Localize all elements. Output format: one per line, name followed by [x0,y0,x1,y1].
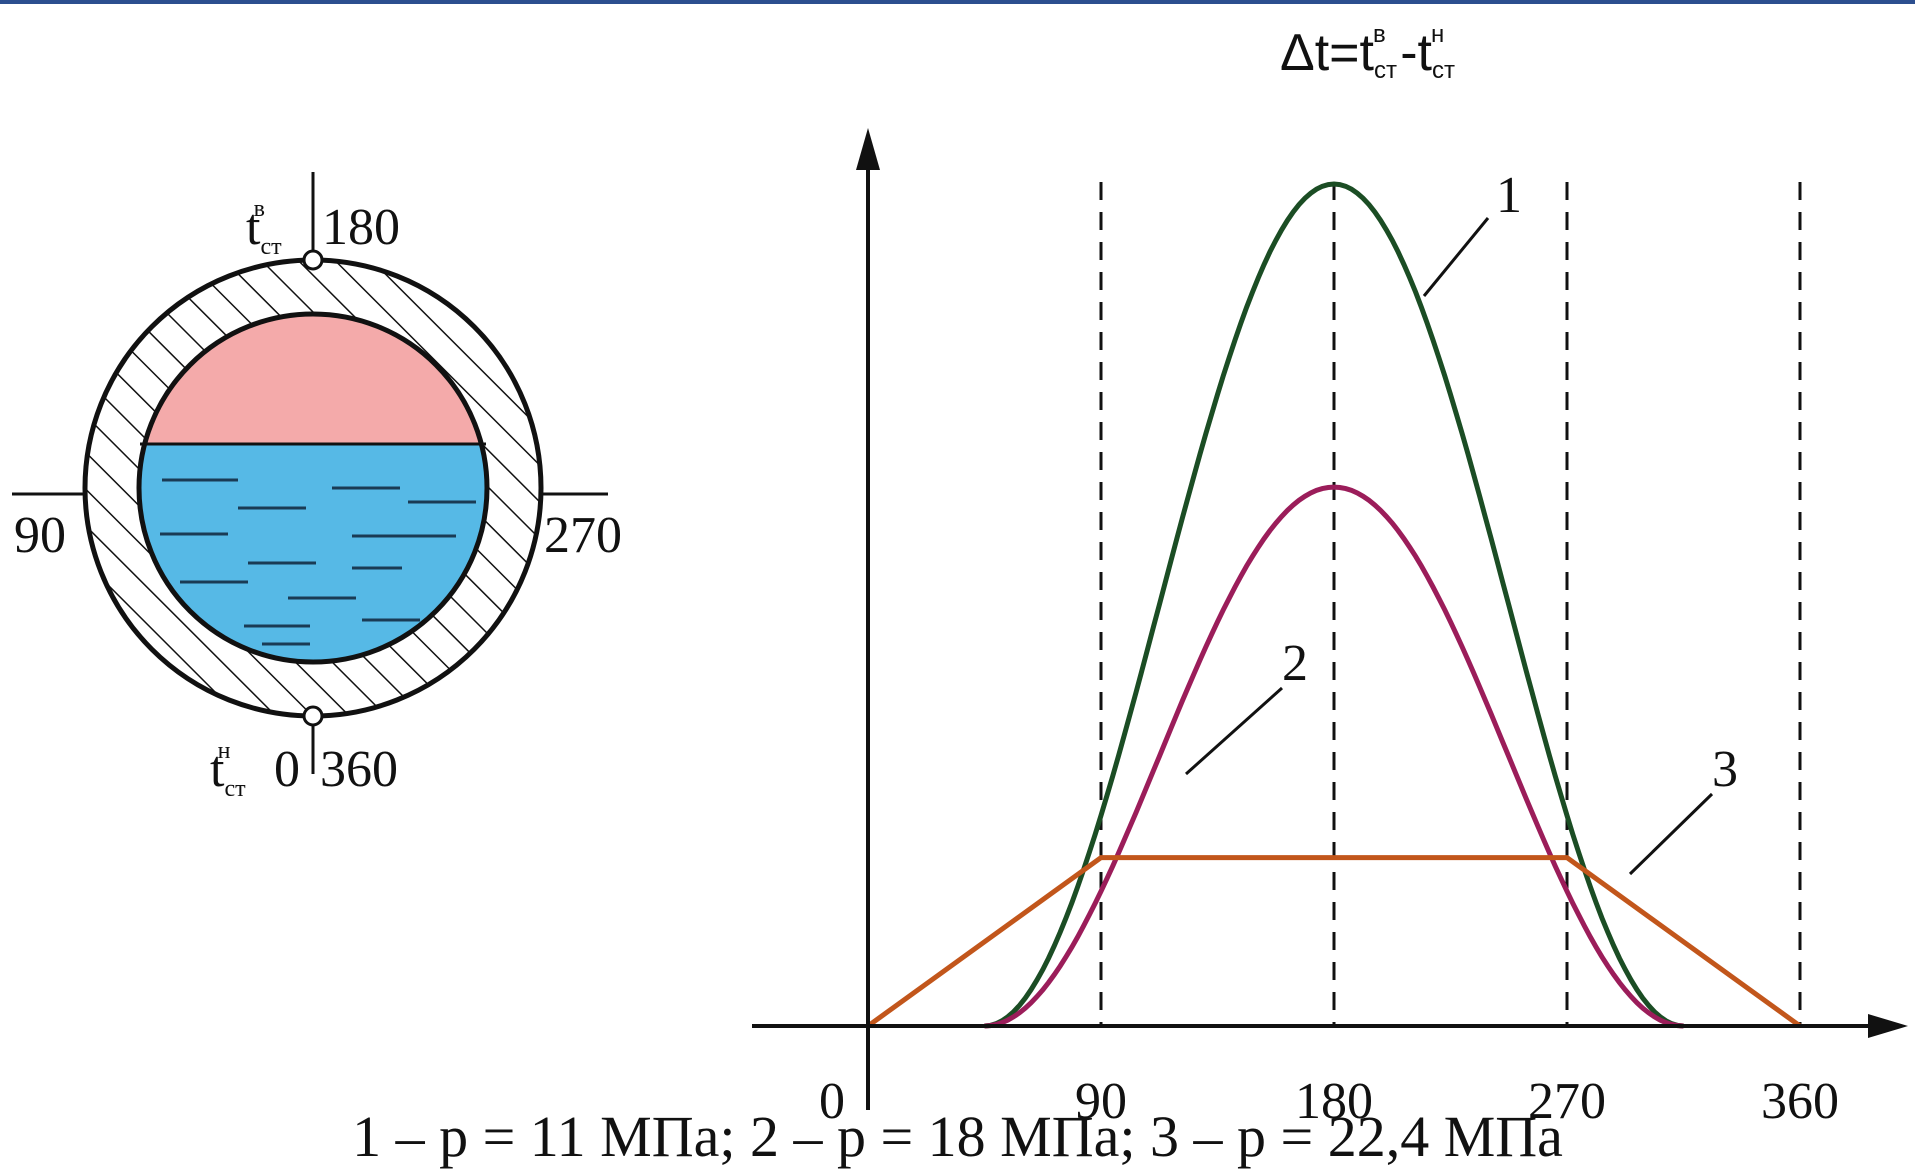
x-tick-360: 360 [1761,1073,1839,1130]
series-label-3: 3 [1712,741,1738,798]
x-tick-180: 180 [1295,1073,1373,1130]
leader-2 [1184,686,1284,776]
top-point [302,249,324,271]
pipe-label-180: 180 [322,199,400,256]
legend-caption: 1 – p = 11 МПа; 2 – p = 18 МПа; 3 – p = … [352,1104,1563,1169]
x-tick-270: 270 [1528,1073,1606,1130]
chart: Δt=tств -tстн 0 90 180 270 360 1 2 3 [752,21,1908,1130]
bottom-point [302,705,324,727]
x-axis-arrow [1868,1014,1908,1038]
t-wall-top-label: tств [246,196,282,260]
top-rule [0,0,1915,4]
t-wall-bottom-label: tстн [210,738,246,802]
series-layer [866,181,1802,1029]
series-leaders: 1 2 3 [1184,167,1738,876]
series-2-line [984,484,1684,1029]
series-1-line [984,181,1684,1029]
pipe-label-0: 0 [274,741,300,798]
gridlines [1099,182,1802,1026]
pipe-label-270: 270 [544,507,622,564]
pipe-cross-section: 180 90 270 0 360 tств tстн [12,172,622,802]
water-ripples [160,478,476,646]
y-axis-arrow [856,128,880,170]
series-label-1: 1 [1496,167,1522,224]
leader-1 [1422,217,1490,297]
leader-3 [1628,792,1714,876]
pipe-inner-wall [136,311,490,665]
x-tick-0: 0 [819,1073,845,1130]
pipe-label-90: 90 [14,507,66,564]
pipe-label-360: 360 [320,741,398,798]
series-3-line [866,855,1802,1029]
chart-title: Δt=tств -tстн [1280,21,1455,84]
x-tick-labels: 0 90 180 270 360 [819,1073,1839,1130]
x-tick-90: 90 [1075,1073,1127,1130]
series-label-2: 2 [1282,635,1308,692]
